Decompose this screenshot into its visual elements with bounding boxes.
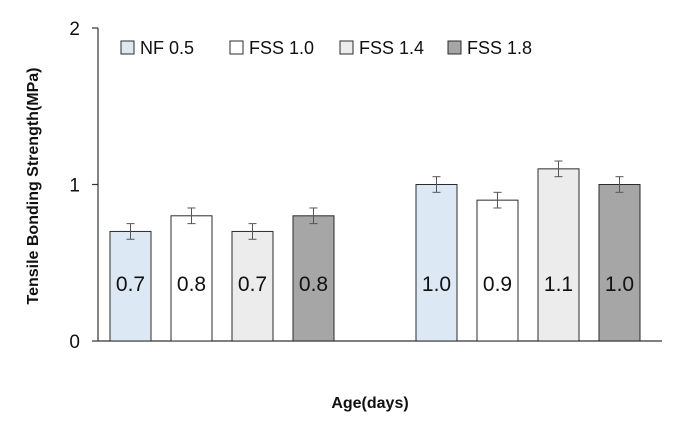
bar: [476, 199, 519, 342]
y-axis-title: Tensile Bonding Strength(MPa): [25, 67, 42, 304]
bar: [598, 184, 641, 342]
data-label: 1.0: [422, 273, 451, 296]
bar: [415, 184, 458, 342]
data-label: 0.9: [483, 273, 512, 296]
legend-swatch: [229, 40, 244, 55]
legend-swatch: [447, 40, 462, 55]
bar: [109, 230, 152, 342]
y-tick-label: 0: [69, 332, 80, 353]
bars: 0.7 1.0 0.8 0.9 0.7 1.1 0.8 1.0: [109, 160, 641, 342]
legend-label: FSS 1.4: [359, 38, 424, 58]
y-tick-label: 1: [69, 176, 80, 197]
x-axis-title: Age(days): [331, 395, 408, 412]
data-label: 1.1: [544, 273, 573, 296]
legend: NF 0.5 FSS 1.0 FSS 1.4 FSS 1.8: [120, 38, 532, 58]
data-label: 0.7: [238, 273, 267, 296]
data-label: 0.8: [299, 273, 328, 296]
legend-label: FSS 1.8: [467, 38, 532, 58]
bar: [537, 168, 580, 342]
legend-label: FSS 1.0: [249, 38, 314, 58]
data-label: 0.7: [116, 273, 145, 296]
y-tick-label: 2: [69, 19, 80, 40]
data-label: 1.0: [605, 273, 634, 296]
legend-swatch: [339, 40, 354, 55]
legend-swatch: [120, 40, 135, 55]
legend-label: NF 0.5: [140, 38, 194, 58]
data-label: 0.8: [177, 273, 206, 296]
